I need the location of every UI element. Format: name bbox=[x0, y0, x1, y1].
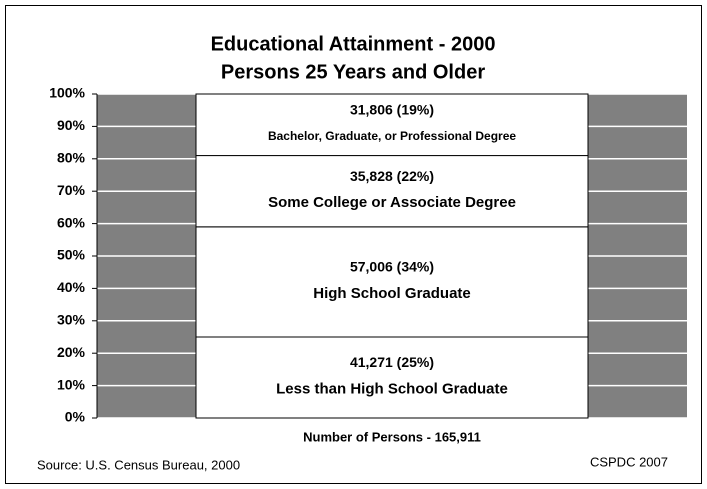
y-tick-label: 70% bbox=[57, 182, 86, 198]
y-tick-label: 40% bbox=[57, 279, 86, 295]
segment-label: High School Graduate bbox=[313, 285, 471, 302]
chart-title: Persons 25 Years and Older bbox=[221, 61, 485, 83]
bar-segment bbox=[195, 336, 589, 419]
chart-title: Educational Attainment - 2000 bbox=[211, 33, 496, 55]
data-label: 35,828 (22%) bbox=[350, 168, 434, 184]
data-label: 57,006 (34%) bbox=[350, 259, 434, 275]
x-axis-label: Number of Persons - 165,911 bbox=[303, 429, 481, 444]
segment-label: Some College or Associate Degree bbox=[268, 194, 516, 211]
y-tick-label: 90% bbox=[57, 117, 86, 133]
bar-segment bbox=[195, 93, 589, 157]
y-tick-label: 0% bbox=[65, 409, 86, 425]
bar-segment bbox=[195, 155, 589, 228]
credit: CSPDC 2007 bbox=[590, 454, 668, 469]
data-label: 31,806 (19%) bbox=[350, 101, 434, 117]
y-tick-label: 50% bbox=[57, 247, 86, 263]
data-label: 41,271 (25%) bbox=[350, 354, 434, 370]
bar-segment bbox=[195, 226, 589, 338]
y-tick-label: 30% bbox=[57, 312, 86, 328]
y-tick-label: 100% bbox=[49, 85, 85, 101]
y-tick-label: 60% bbox=[57, 214, 86, 230]
chart-border bbox=[5, 5, 702, 484]
segment-label: Less than High School Graduate bbox=[276, 380, 508, 397]
y-tick-label: 10% bbox=[57, 376, 86, 392]
segment-label: Bachelor, Graduate, or Professional Degr… bbox=[268, 129, 516, 143]
y-tick-label: 80% bbox=[57, 150, 86, 166]
y-tick-label: 20% bbox=[57, 344, 86, 360]
source: Source: U.S. Census Bureau, 2000 bbox=[37, 457, 240, 472]
